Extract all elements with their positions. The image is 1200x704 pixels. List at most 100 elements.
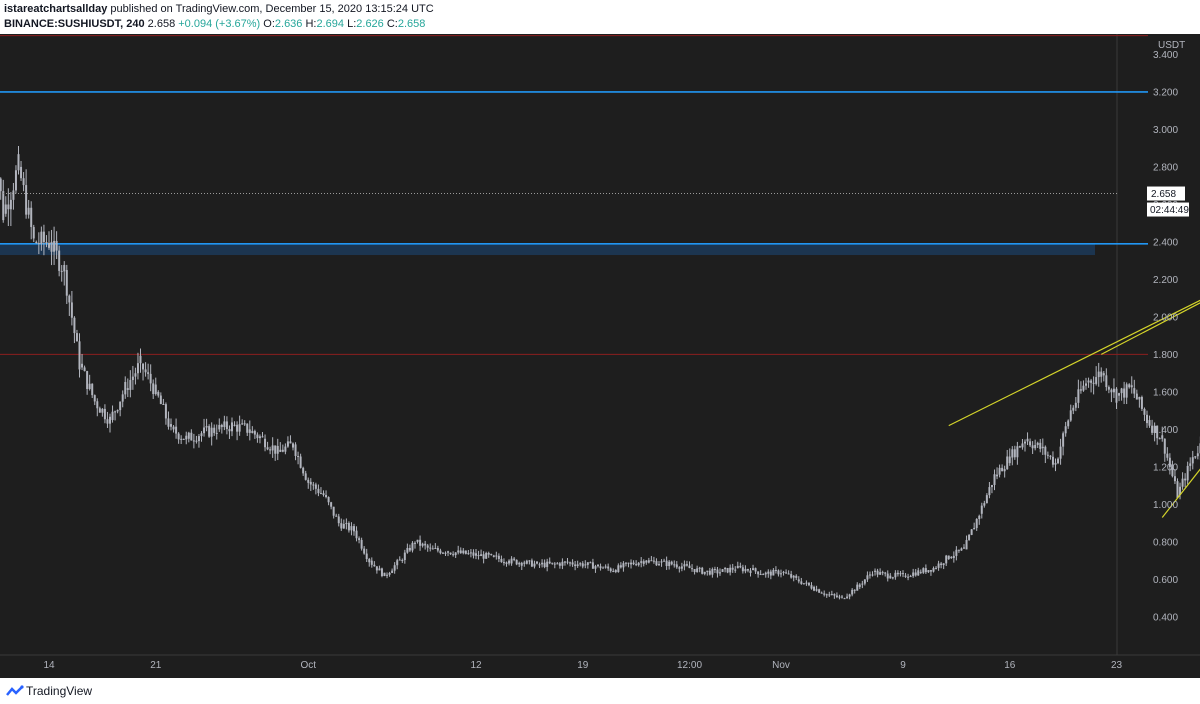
candle-body bbox=[955, 549, 958, 556]
candle-body bbox=[502, 562, 505, 564]
brand-label[interactable]: TradingView bbox=[26, 684, 93, 698]
candle-body bbox=[780, 573, 782, 575]
candle-body bbox=[541, 562, 544, 565]
candle-body bbox=[614, 570, 617, 572]
candle-body bbox=[241, 423, 244, 425]
candle-body bbox=[838, 596, 841, 598]
candle-body bbox=[947, 555, 950, 560]
candle-body bbox=[558, 563, 561, 566]
candle-body bbox=[1059, 446, 1062, 459]
candle-body bbox=[182, 438, 185, 440]
candle-body bbox=[88, 383, 91, 389]
candle-body bbox=[116, 410, 119, 412]
candle-body bbox=[889, 575, 892, 579]
price-chart[interactable]: 3.4003.2003.0002.8002.6002.4002.2002.000… bbox=[0, 34, 1200, 678]
y-tick-label: 2.200 bbox=[1153, 275, 1178, 286]
candle-body bbox=[922, 568, 925, 573]
candle-body bbox=[365, 553, 368, 560]
candle-body bbox=[1069, 410, 1072, 421]
candle-body bbox=[604, 566, 607, 568]
candle-body bbox=[904, 575, 907, 577]
candle-body bbox=[1168, 457, 1171, 467]
candle-body bbox=[342, 523, 345, 529]
candle-body bbox=[393, 565, 396, 571]
candle-body bbox=[734, 569, 737, 571]
candle-body bbox=[973, 527, 976, 530]
candle-body bbox=[1100, 371, 1103, 377]
candle-body bbox=[1024, 441, 1026, 444]
candle-body bbox=[909, 576, 912, 578]
candle-body bbox=[1143, 408, 1146, 415]
candle-body bbox=[500, 558, 503, 563]
candle-body bbox=[774, 569, 777, 571]
candle-body bbox=[566, 561, 569, 563]
candle-body bbox=[317, 488, 320, 494]
candle-body bbox=[520, 562, 523, 566]
candle-body bbox=[1057, 458, 1060, 464]
candle-body bbox=[322, 493, 325, 496]
candle-body bbox=[612, 571, 615, 573]
candle-body bbox=[772, 569, 775, 576]
candle-body bbox=[652, 560, 655, 562]
candle-body bbox=[1026, 438, 1029, 442]
candle-body bbox=[309, 481, 312, 485]
candle-body bbox=[1181, 478, 1184, 487]
y-tick-label: 3.000 bbox=[1153, 125, 1178, 136]
candle-body bbox=[360, 539, 363, 549]
candle-body bbox=[993, 474, 996, 486]
candle-body bbox=[790, 574, 793, 578]
candle-body bbox=[630, 562, 633, 565]
candle-body bbox=[627, 562, 630, 564]
symbol-label[interactable]: BINANCE:SUSHIUSDT, 240 bbox=[4, 18, 145, 30]
candle-body bbox=[444, 552, 447, 554]
last-price-tag bbox=[1147, 186, 1185, 201]
candle-body bbox=[744, 569, 747, 572]
candle-body bbox=[264, 438, 267, 448]
y-tick-label: 1.800 bbox=[1153, 350, 1178, 361]
candle-body bbox=[411, 542, 414, 551]
candle-body bbox=[271, 445, 274, 451]
candle-body bbox=[421, 543, 424, 546]
candle-body bbox=[777, 570, 780, 575]
candle-body bbox=[205, 426, 208, 428]
candle-body bbox=[975, 519, 978, 528]
candle-body bbox=[932, 568, 935, 572]
x-tick-label: Nov bbox=[772, 660, 790, 671]
candle-body bbox=[848, 594, 851, 597]
candle-body bbox=[624, 562, 627, 564]
candle-body bbox=[1135, 393, 1138, 400]
candle-body bbox=[111, 411, 114, 421]
candle-body bbox=[965, 539, 968, 550]
y-tick-label: 2.800 bbox=[1153, 162, 1178, 173]
trendline[interactable] bbox=[948, 144, 1200, 427]
published-text: published on TradingView.com, December 1… bbox=[110, 3, 434, 15]
candle-body bbox=[546, 561, 549, 567]
candle-body bbox=[27, 207, 30, 215]
candle-body bbox=[899, 573, 902, 575]
candle-body bbox=[98, 408, 101, 413]
candle-body bbox=[203, 427, 206, 434]
candle-body bbox=[253, 431, 256, 435]
candle-body bbox=[1085, 383, 1087, 386]
candle-body bbox=[563, 561, 566, 563]
candle-body bbox=[1161, 435, 1164, 439]
candle-body bbox=[154, 384, 157, 395]
candle-body bbox=[335, 515, 338, 517]
candle-body bbox=[243, 423, 246, 425]
candle-body bbox=[192, 440, 195, 442]
candle-body bbox=[952, 555, 955, 559]
x-tick-label: Oct bbox=[300, 660, 316, 671]
x-tick-label: 19 bbox=[577, 660, 589, 671]
candle-body bbox=[218, 424, 221, 430]
candle-body bbox=[807, 582, 810, 586]
candle-body bbox=[1148, 420, 1151, 426]
candle-body bbox=[1146, 414, 1148, 424]
trendline[interactable] bbox=[1100, 188, 1200, 355]
y-tick-label: 1.600 bbox=[1153, 387, 1178, 398]
author-name[interactable]: istareatchartsallday bbox=[4, 3, 108, 15]
candle-body bbox=[1133, 388, 1136, 394]
candle-body bbox=[884, 572, 887, 574]
candle-body bbox=[162, 404, 165, 406]
candle-body bbox=[830, 594, 833, 596]
candle-body bbox=[708, 570, 711, 575]
